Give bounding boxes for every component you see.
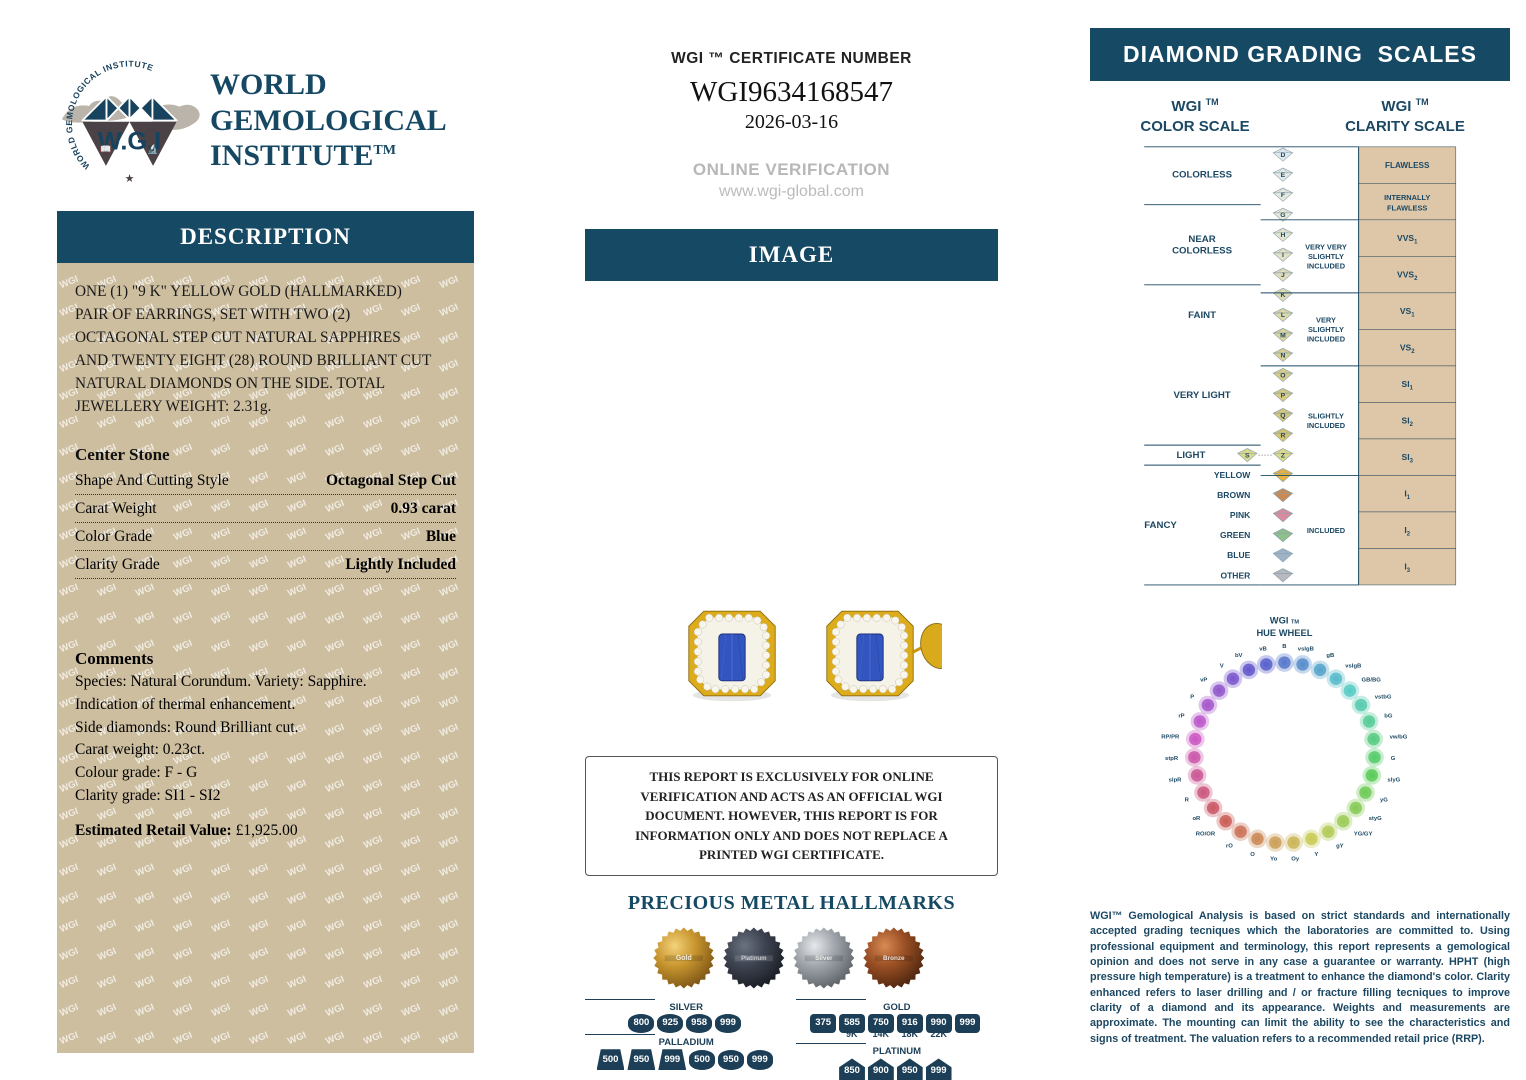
svg-text:O: O <box>1280 372 1286 379</box>
svg-text:vsIgB: vsIgB <box>1345 663 1361 669</box>
svg-text:INTERNALLY: INTERNALLY <box>1384 193 1430 202</box>
svg-text:styG: styG <box>1369 816 1383 822</box>
svg-text:S: S <box>1245 452 1250 459</box>
svg-text:📖: 📖 <box>100 144 111 154</box>
svg-text:VERY LIGHT: VERY LIGHT <box>1173 390 1230 401</box>
svg-text:Oy: Oy <box>1291 856 1300 862</box>
svg-text:BLUE: BLUE <box>1227 550 1251 560</box>
svg-text:J: J <box>1281 272 1285 279</box>
svg-text:stpR: stpR <box>1165 756 1179 762</box>
svg-text:yG: yG <box>1380 797 1388 803</box>
svg-text:INCLUDED: INCLUDED <box>1307 335 1346 344</box>
svg-text:LIGHT: LIGHT <box>1176 450 1205 461</box>
svg-text:G: G <box>1280 212 1285 219</box>
svg-text:FANCY: FANCY <box>1144 520 1177 531</box>
svg-text:VERY: VERY <box>1316 315 1336 324</box>
svg-text:D: D <box>1280 152 1285 159</box>
svg-text:Platinum: Platinum <box>741 955 766 961</box>
svg-text:SLIGHTLY: SLIGHTLY <box>1308 252 1344 261</box>
svg-text:vB: vB <box>1259 646 1267 652</box>
svg-text:gY: gY <box>1336 844 1344 850</box>
svg-text:WGI TM: WGI TM <box>1270 615 1300 625</box>
svg-text:vstbG: vstbG <box>1375 694 1392 700</box>
svg-text:SLIGHTLY: SLIGHTLY <box>1308 411 1344 420</box>
svg-text:Silver: Silver <box>815 954 833 961</box>
svg-text:R: R <box>1185 797 1190 803</box>
svg-text:rP: rP <box>1178 714 1184 720</box>
svg-text:vsIgB: vsIgB <box>1298 646 1314 652</box>
svg-text:Y: Y <box>1314 852 1318 858</box>
svg-text:H: H <box>1280 232 1285 239</box>
svg-text:P: P <box>1190 694 1194 700</box>
svg-text:R: R <box>1280 432 1285 439</box>
svg-text:VERY VERY: VERY VERY <box>1305 242 1347 251</box>
svg-text:bG: bG <box>1384 714 1393 720</box>
svg-text:NEAR: NEAR <box>1188 234 1215 245</box>
svg-text:G: G <box>1391 756 1396 762</box>
svg-text:slyG: slyG <box>1387 777 1400 783</box>
svg-text:INCLUDED: INCLUDED <box>1307 262 1346 271</box>
svg-text:vP: vP <box>1200 677 1207 683</box>
svg-text:BROWN: BROWN <box>1217 490 1250 500</box>
svg-text:gB: gB <box>1326 653 1334 659</box>
svg-text:GREEN: GREEN <box>1220 530 1250 540</box>
svg-text:vw/bG: vw/bG <box>1390 735 1408 741</box>
svg-text:slpR: slpR <box>1169 777 1183 783</box>
svg-text:bV: bV <box>1235 653 1243 659</box>
svg-text:Gold: Gold <box>675 954 691 961</box>
svg-text:COLORLESS: COLORLESS <box>1172 246 1232 257</box>
svg-text:Yo: Yo <box>1270 856 1278 862</box>
svg-text:Bronze: Bronze <box>883 954 905 961</box>
svg-text:M: M <box>1280 332 1286 339</box>
svg-text:F: F <box>1281 192 1285 199</box>
svg-text:★: ★ <box>125 173 135 185</box>
svg-text:OTHER: OTHER <box>1220 570 1250 580</box>
svg-text:HUE WHEEL: HUE WHEEL <box>1256 628 1312 638</box>
svg-text:E: E <box>1281 172 1286 179</box>
svg-text:Z: Z <box>1281 452 1285 459</box>
svg-text:rO: rO <box>1226 844 1233 850</box>
svg-text:INCLUDED: INCLUDED <box>1307 421 1346 430</box>
svg-text:RO/OR: RO/OR <box>1196 831 1216 837</box>
svg-text:L: L <box>1281 312 1285 319</box>
svg-text:FAINT: FAINT <box>1188 310 1216 321</box>
svg-text:RP/PR: RP/PR <box>1161 735 1180 741</box>
svg-text:V: V <box>1220 663 1224 669</box>
svg-text:O: O <box>1250 852 1255 858</box>
svg-text:oR: oR <box>1192 816 1201 822</box>
svg-text:I: I <box>1282 252 1284 259</box>
svg-text:YELLOW: YELLOW <box>1214 470 1251 480</box>
svg-text:FLAWLESS: FLAWLESS <box>1387 203 1427 212</box>
svg-text:SLIGHTLY: SLIGHTLY <box>1308 325 1344 334</box>
svg-text:INCLUDED: INCLUDED <box>1307 526 1346 535</box>
svg-text:Q: Q <box>1280 412 1286 419</box>
svg-text:PINK: PINK <box>1230 510 1251 520</box>
svg-text:B: B <box>1282 644 1286 650</box>
svg-text:🔬: 🔬 <box>147 143 158 154</box>
svg-text:COLORLESS: COLORLESS <box>1172 170 1232 181</box>
svg-text:FLAWLESS: FLAWLESS <box>1385 161 1430 170</box>
svg-text:GB/BG: GB/BG <box>1362 677 1382 683</box>
svg-text:P: P <box>1281 392 1286 399</box>
svg-text:YG/GY: YG/GY <box>1354 831 1373 837</box>
svg-text:N: N <box>1280 352 1285 359</box>
